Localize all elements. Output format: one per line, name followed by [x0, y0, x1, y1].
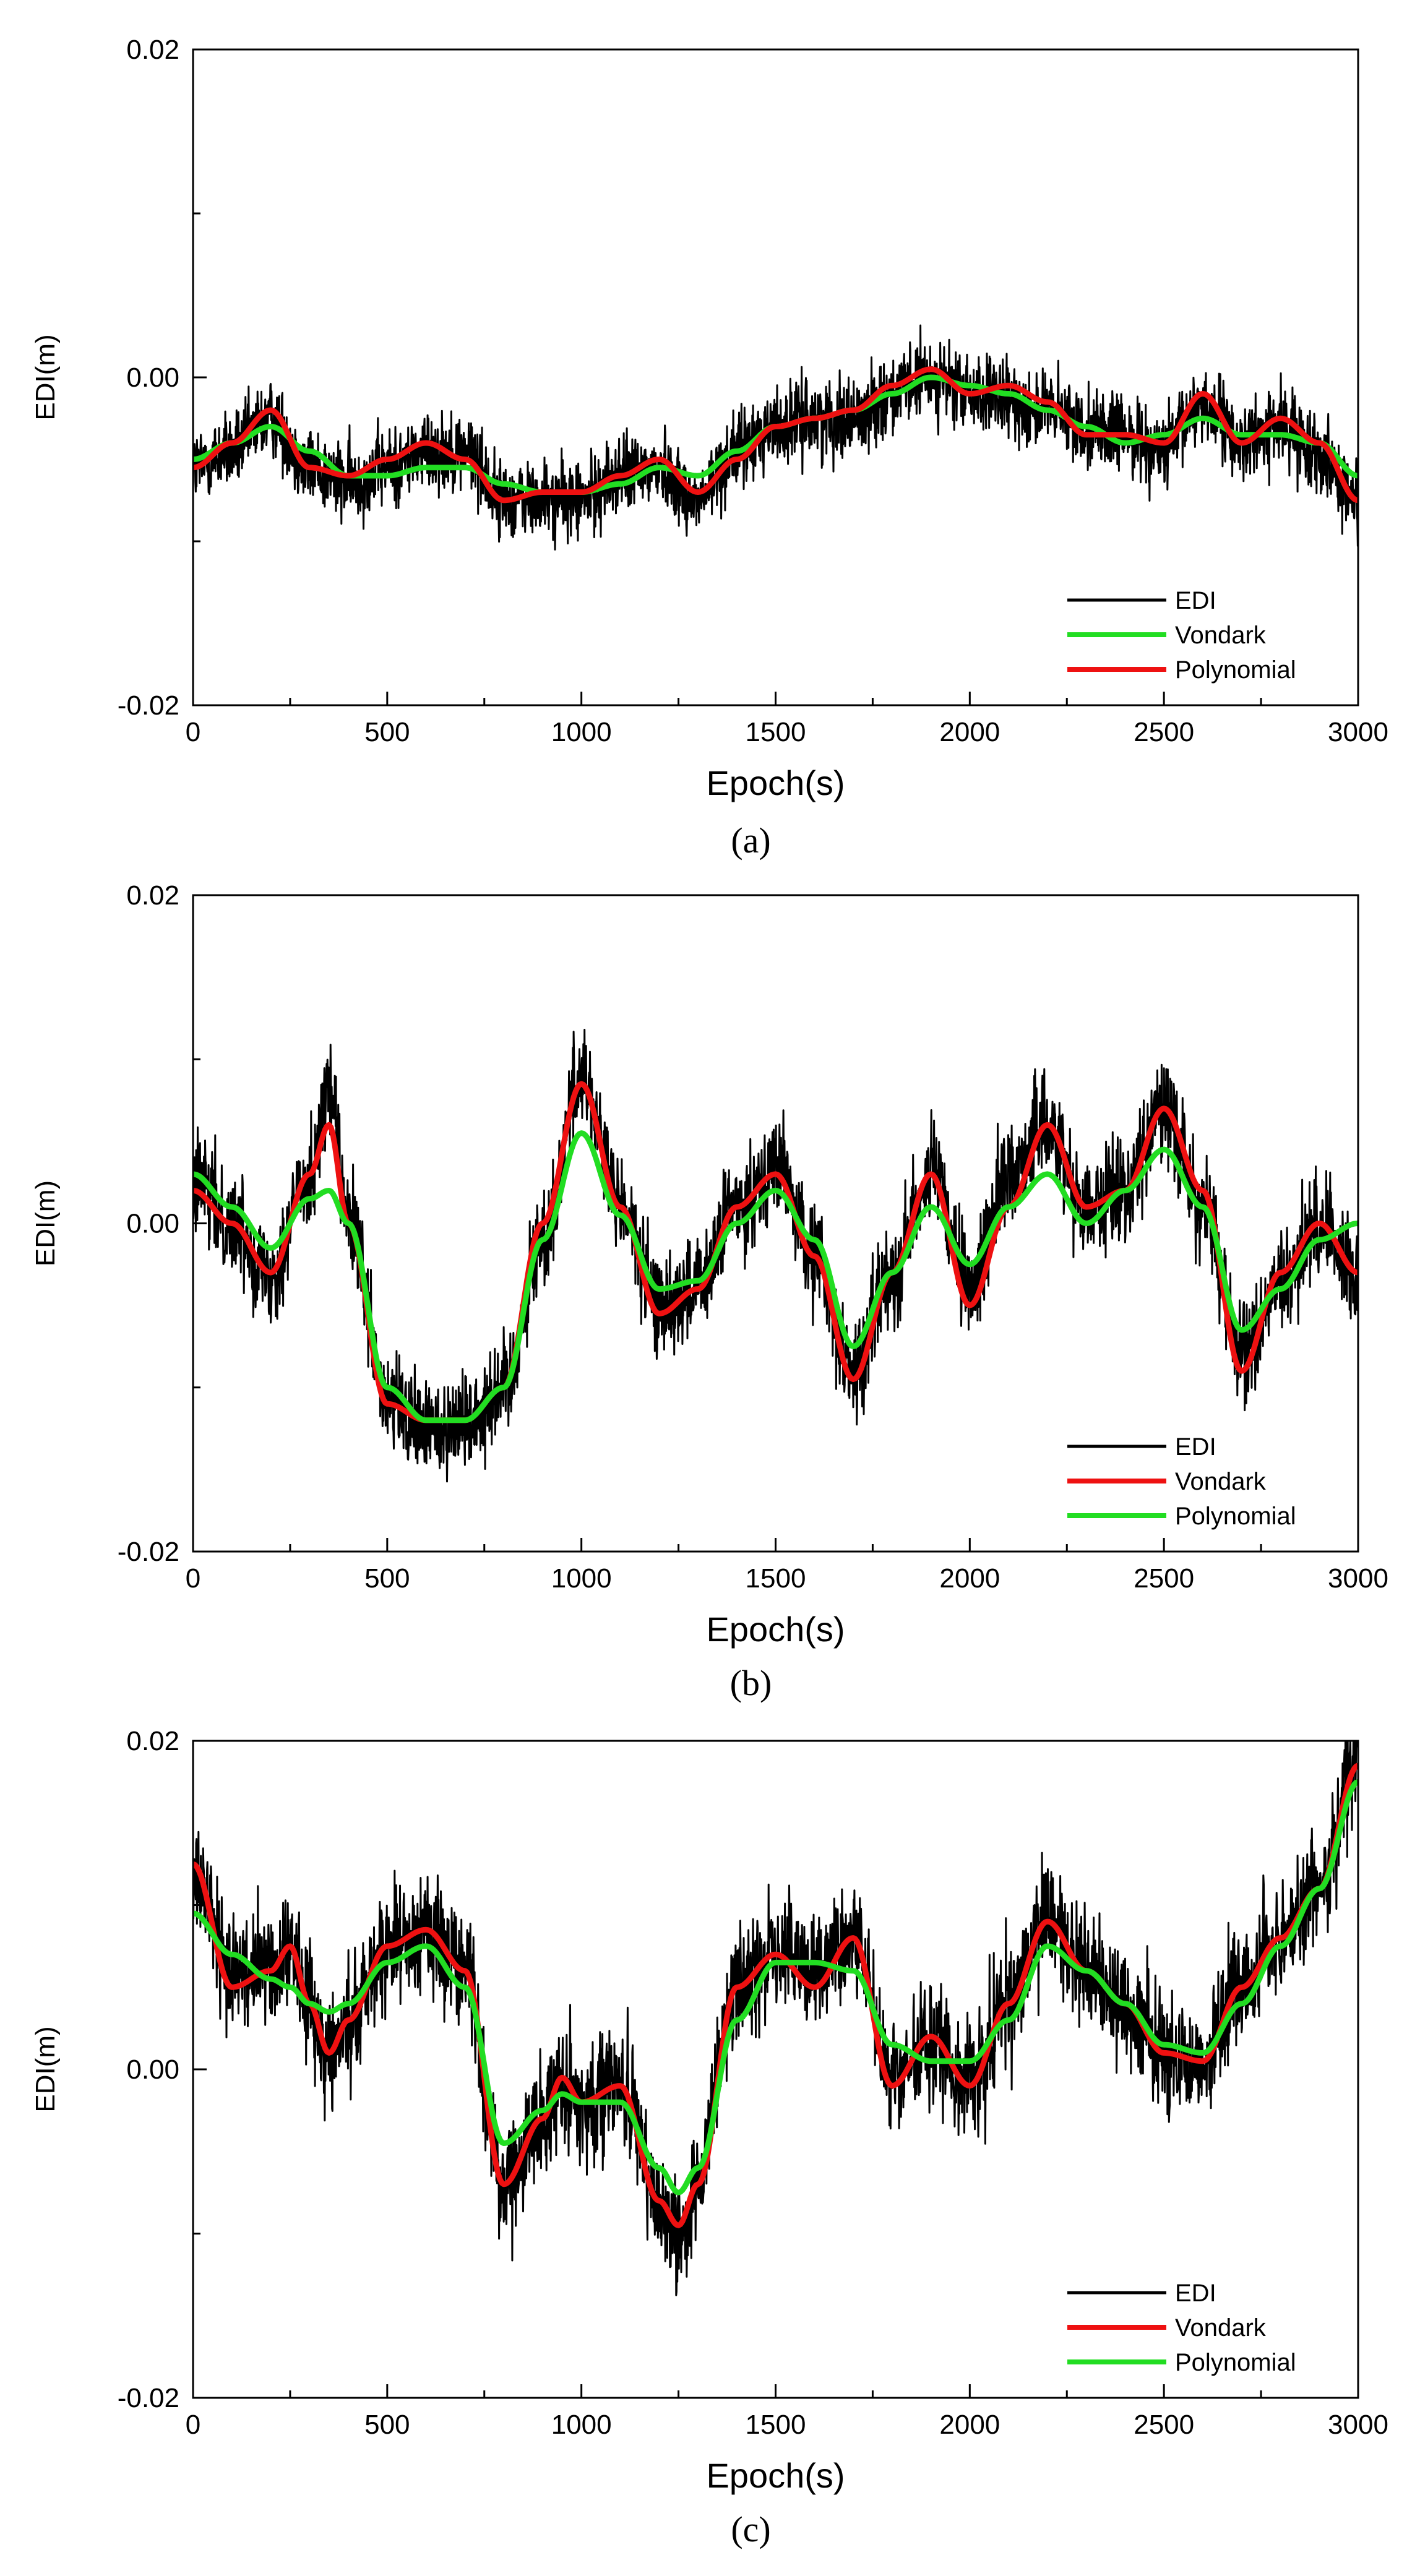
x-axis-title: Epoch(s): [706, 763, 845, 802]
y-tick-label: -0.02: [118, 2383, 179, 2413]
y-tick-label: -0.02: [118, 1537, 179, 1567]
legend-label-polynomial: Polynomial: [1175, 656, 1296, 684]
panel-label: (a): [731, 820, 770, 861]
y-tick-label: 0.00: [126, 363, 179, 393]
chart-panel-1: 0 500 1000 1500 2000 2500 3000 -0.02 0.00 0.02 Epo…: [30, 35, 1388, 861]
x-tick-label: 3000: [1328, 717, 1388, 747]
x-tick-label: 500: [364, 1563, 410, 1594]
x-tick-label: 1500: [746, 1563, 806, 1594]
y-tick-label: 0.02: [126, 35, 179, 65]
panel-label: (b): [730, 1663, 772, 1703]
x-tick-label: 0: [186, 717, 200, 747]
series-line-edi: [193, 1741, 1358, 2296]
series-line-edi: [193, 1029, 1358, 1483]
x-tick-label: 0: [186, 1563, 200, 1594]
x-tick-label: 2500: [1134, 717, 1194, 747]
x-tick-label: 1000: [551, 1563, 612, 1594]
y-tick-label: 0.00: [126, 1209, 179, 1239]
x-tick-label: 0: [186, 2410, 200, 2440]
x-axis-title: Epoch(s): [706, 1610, 845, 1649]
legend-label-edi: EDI: [1175, 1433, 1216, 1461]
x-tick-label: 2500: [1134, 2410, 1194, 2440]
series-line-edi: [193, 324, 1358, 551]
x-tick-label: 1000: [551, 717, 612, 747]
series-line-polynomial: [193, 1779, 1358, 2196]
x-tick-label: 500: [364, 717, 410, 747]
legend-label-vondark: Vondark: [1175, 1468, 1267, 1495]
x-tick-label: 2500: [1134, 1563, 1194, 1594]
x-tick-label: 500: [364, 2410, 410, 2440]
panel-label: (c): [731, 2509, 770, 2549]
y-tick-label: 0.02: [126, 1726, 179, 1756]
series-line-vondark: [193, 1762, 1358, 2228]
legend-label-polynomial: Polynomial: [1175, 2349, 1296, 2376]
x-tick-label: 3000: [1328, 1563, 1388, 1594]
legend-label-edi: EDI: [1175, 587, 1216, 614]
legend-label-edi: EDI: [1175, 2280, 1216, 2307]
chart-panel-3: 0 500 1000 1500 2000 2500 3000 -0.02 0.00 0.02 Epo…: [30, 1726, 1388, 2549]
legend-label-vondark: Vondark: [1175, 2314, 1267, 2342]
x-tick-label: 1000: [551, 2410, 612, 2440]
y-tick-label: 0.00: [126, 2054, 179, 2085]
x-tick-label: 2000: [939, 2410, 1000, 2440]
y-axis-title: EDI(m): [30, 334, 61, 420]
x-tick-label: 1500: [746, 717, 806, 747]
series-line-polynomial: [193, 1130, 1358, 1423]
y-tick-label: -0.02: [118, 690, 179, 721]
y-axis-title: EDI(m): [30, 1180, 61, 1266]
x-tick-label: 3000: [1328, 2410, 1388, 2440]
legend-label-vondark: Vondark: [1175, 622, 1267, 649]
x-tick-label: 1500: [746, 2410, 806, 2440]
series-line-vondark: [193, 1081, 1358, 1423]
y-tick-label: 0.02: [126, 880, 179, 911]
x-axis-title: Epoch(s): [706, 2456, 845, 2495]
series-line-polynomial: [193, 366, 1358, 504]
legend-label-polynomial: Polynomial: [1175, 1503, 1296, 1530]
x-tick-label: 2000: [939, 1563, 1000, 1594]
x-tick-label: 2000: [939, 717, 1000, 747]
chart-panel-2: 0 500 1000 1500 2000 2500 3000 -0.02 0.00 0.02 Epo…: [30, 880, 1388, 1703]
y-axis-title: EDI(m): [30, 2026, 61, 2112]
